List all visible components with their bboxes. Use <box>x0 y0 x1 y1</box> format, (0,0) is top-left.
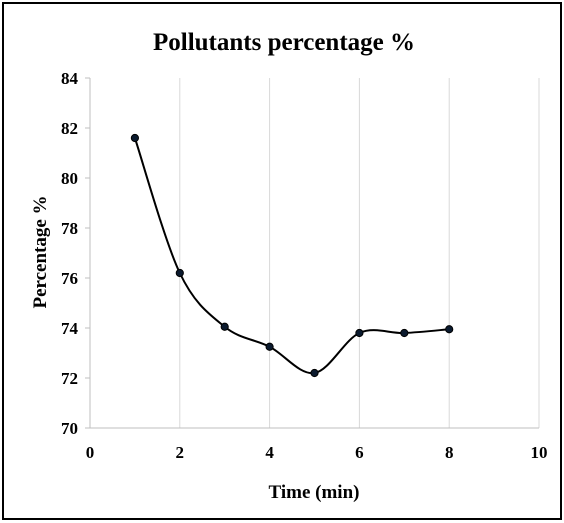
data-point-8 <box>445 325 454 334</box>
data-point-6 <box>355 328 364 338</box>
data-point-3 <box>220 322 229 331</box>
data-point-4 <box>265 342 274 351</box>
x-axis-label: Time (min) <box>269 482 360 503</box>
y-axis-label: Percentage % <box>30 195 51 308</box>
x-tick-label-4: 4 <box>265 443 274 462</box>
x-tick-label-0: 0 <box>86 443 95 462</box>
gridlines <box>179 78 540 428</box>
x-tick-label-10: 10 <box>531 443 548 462</box>
y-tick-label-84: 84 <box>61 69 79 88</box>
y-tick-label-76: 76 <box>61 269 78 288</box>
series-line-0 <box>133 137 450 375</box>
x-tick-label-8: 8 <box>445 443 454 462</box>
y-tick-label-74: 74 <box>61 319 79 338</box>
y-tick-label-72: 72 <box>61 369 78 388</box>
data-point-2 <box>175 268 184 278</box>
y-tick-label-78: 78 <box>61 219 78 238</box>
line-chart: Pollutants percentage % Time (min) Perce… <box>30 29 548 503</box>
data-point-1 <box>130 133 139 143</box>
data-point-5 <box>310 368 319 378</box>
y-tick-label-70: 70 <box>61 419 78 438</box>
x-tick-label-2: 2 <box>176 443 185 462</box>
series-layer <box>130 133 454 378</box>
y-tick-label-80: 80 <box>61 169 78 188</box>
axes: 0 2 4 6 8 10 70 72 74 76 78 80 82 84 <box>61 69 548 462</box>
data-point-7 <box>400 328 409 338</box>
x-tick-label-6: 6 <box>355 443 364 462</box>
chart-title: Pollutants percentage % <box>153 29 415 56</box>
y-tick-label-82: 82 <box>61 119 78 138</box>
